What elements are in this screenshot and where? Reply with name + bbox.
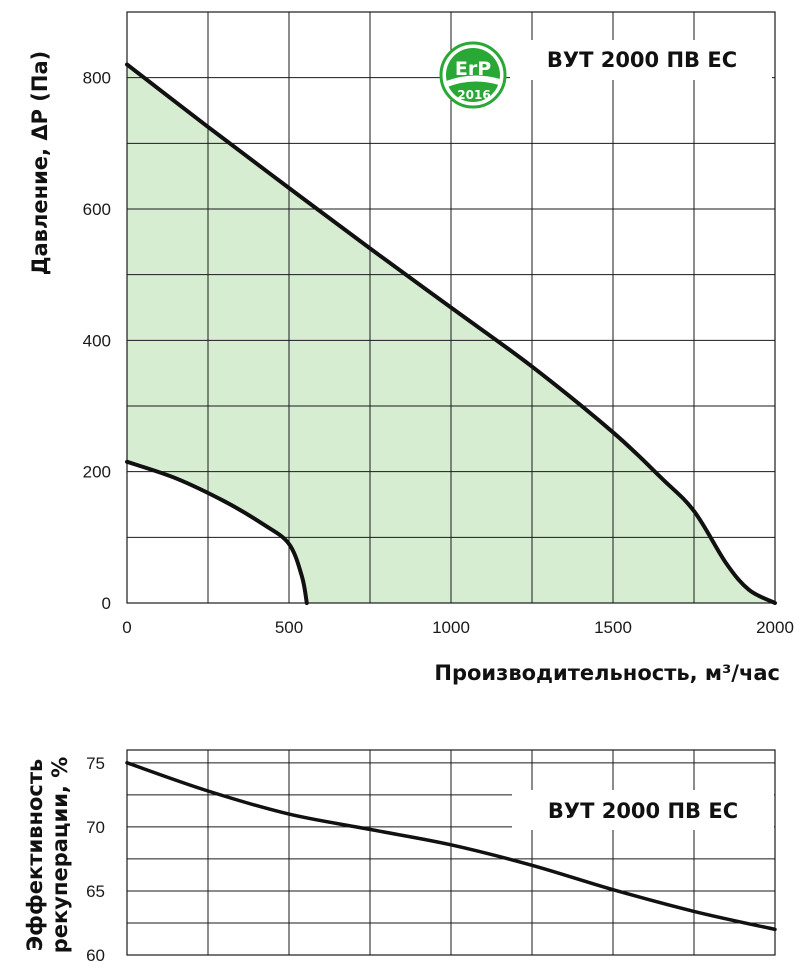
erp-logo-inner	[446, 48, 500, 102]
pressure-grid-layer	[126, 11, 776, 604]
erp-logo-year: 2016	[457, 88, 490, 102]
efficiency-curve-layer	[125, 761, 777, 932]
efficiency-y-tick-label: 70	[86, 818, 105, 837]
erp-logo-text: ErP	[455, 58, 491, 80]
pressure-y-axis-title: Давление, ΔР (Па)	[28, 51, 52, 275]
efficiency-y-axis-title-line2: рекуперации, %	[48, 757, 72, 954]
efficiency-y-axis-title-line1: Эффективность	[23, 759, 47, 952]
erp-logo-swoosh	[446, 75, 500, 87]
pressure-x-tick-label: 1500	[594, 618, 632, 637]
pressure-x-axis-title: Производительность, м³/час	[434, 661, 780, 685]
pressure-x-tick-label: 500	[275, 618, 303, 637]
pressure-x-tick-label: 0	[122, 618, 131, 637]
erp-2016-logo: ErP 2016	[439, 41, 507, 109]
pressure-upper-curve	[125, 62, 777, 605]
pressure-y-tick-label: 800	[83, 69, 111, 88]
efficiency-y-tick-label: 75	[86, 754, 105, 773]
pressure-y-tick-label: 600	[83, 200, 111, 219]
pressure-lower-curve	[125, 459, 309, 605]
efficiency-curve	[125, 761, 777, 932]
efficiency-y-tick-label: 60	[86, 946, 105, 965]
efficiency-tick-layer: 60 65 70 75	[86, 754, 105, 965]
efficiency-chart-title: ВУТ 2000 ПВ ЕС	[548, 799, 738, 823]
efficiency-grid-layer	[126, 749, 776, 956]
pressure-y-tick-label: 0	[102, 594, 111, 613]
pressure-plot-frame	[126, 11, 776, 604]
pressure-y-tick-label: 400	[83, 331, 111, 350]
pressure-x-tick-label: 2000	[756, 618, 794, 637]
pressure-y-tick-label: 200	[83, 463, 111, 482]
pressure-tick-layer: 0 500 1000 1500 2000 0 200 400 600 800	[83, 69, 794, 637]
pressure-chart-title: ВУТ 2000 ПВ ЕС	[547, 48, 737, 72]
pressure-x-tick-label: 1000	[432, 618, 470, 637]
pressure-curve-layer	[125, 62, 777, 605]
pressure-title-box	[510, 40, 772, 80]
efficiency-title-box	[512, 790, 774, 830]
efficiency-y-tick-label: 65	[86, 882, 105, 901]
efficiency-plot-frame	[126, 749, 776, 956]
